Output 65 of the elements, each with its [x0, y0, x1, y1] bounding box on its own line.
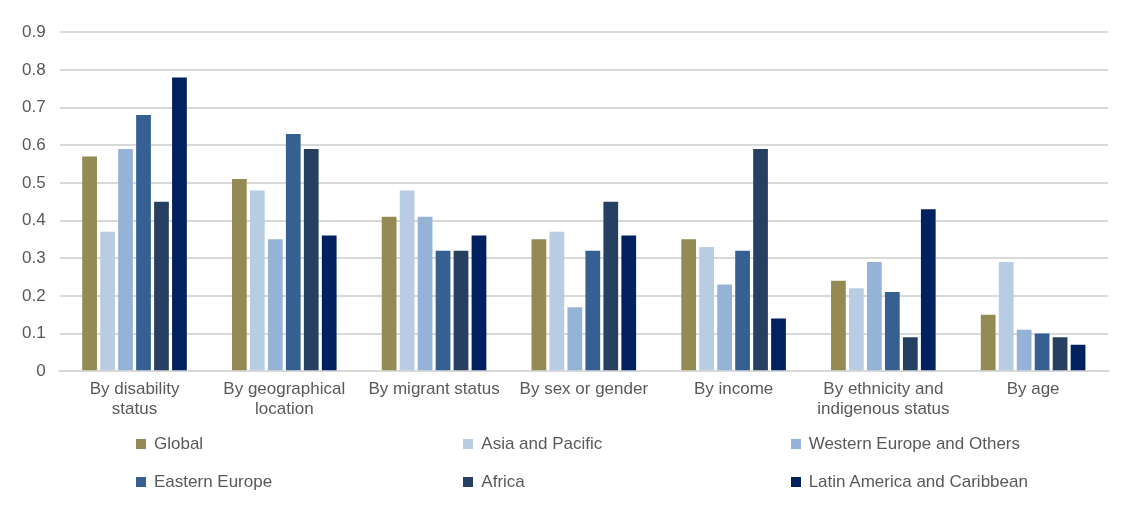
x-tick-label: By geographical location [223, 379, 346, 419]
bar [585, 250, 601, 371]
bar [118, 148, 133, 371]
bar [1070, 344, 1086, 371]
bar [249, 190, 265, 371]
y-tick-label: 0.3 [21, 247, 46, 267]
bar [453, 250, 469, 371]
bar [471, 235, 487, 371]
legend-label: Latin America and Caribbean [808, 472, 1028, 492]
bar [621, 235, 637, 371]
bar [603, 201, 619, 371]
bar [920, 209, 936, 371]
bar [381, 216, 397, 371]
y-tick-label: 0 [36, 360, 46, 380]
bar [172, 77, 187, 371]
bar [681, 239, 697, 371]
bar [435, 250, 451, 371]
legend-label: Eastern Europe [154, 472, 273, 492]
x-tick-label: By disability status [89, 379, 180, 419]
bar [82, 156, 97, 371]
bar [867, 261, 882, 371]
bar [154, 201, 169, 371]
bar [321, 235, 337, 371]
bar [567, 307, 583, 371]
y-tick-label: 0.9 [21, 21, 46, 41]
bar [717, 284, 732, 371]
bar [267, 239, 283, 371]
y-tick-label: 0.6 [21, 134, 46, 154]
y-tick-label: 0.5 [21, 172, 46, 192]
y-tick-label: 0.1 [21, 323, 46, 343]
bar [1052, 337, 1068, 371]
y-tick-label: 0.2 [21, 285, 46, 305]
bar [136, 115, 151, 371]
bar [884, 292, 900, 371]
bar [753, 148, 768, 371]
y-tick-label: 0.8 [21, 59, 46, 79]
y-tick-label: 0.7 [21, 97, 46, 117]
bar [417, 216, 433, 371]
bar [699, 246, 714, 371]
bar [1016, 329, 1032, 371]
legend-label: Asia and Pacific [481, 434, 603, 454]
bar [831, 280, 846, 371]
bar [100, 231, 115, 371]
bar [399, 190, 415, 371]
legend-label: Global [154, 434, 204, 454]
x-tick-label: By migrant status [368, 379, 500, 399]
x-tick-label: By income [693, 379, 774, 399]
bar [285, 133, 301, 371]
legend-label: Africa [481, 472, 525, 492]
bar [735, 250, 750, 371]
bar [980, 314, 996, 371]
bar [849, 288, 864, 371]
bar [531, 239, 547, 371]
bar [1034, 333, 1050, 371]
x-tick-label: By sex or gender [519, 379, 649, 399]
x-tick-label: By ethnicity and indigenous status [817, 379, 950, 419]
y-tick-label: 0.4 [21, 210, 46, 230]
bar [231, 179, 247, 371]
bar [998, 261, 1014, 371]
bar [902, 337, 918, 371]
bar [303, 148, 319, 371]
bar [771, 318, 786, 371]
legend-label: Western Europe and Others [808, 434, 1021, 454]
x-tick-label: By age [1006, 379, 1060, 399]
bar [549, 231, 565, 371]
